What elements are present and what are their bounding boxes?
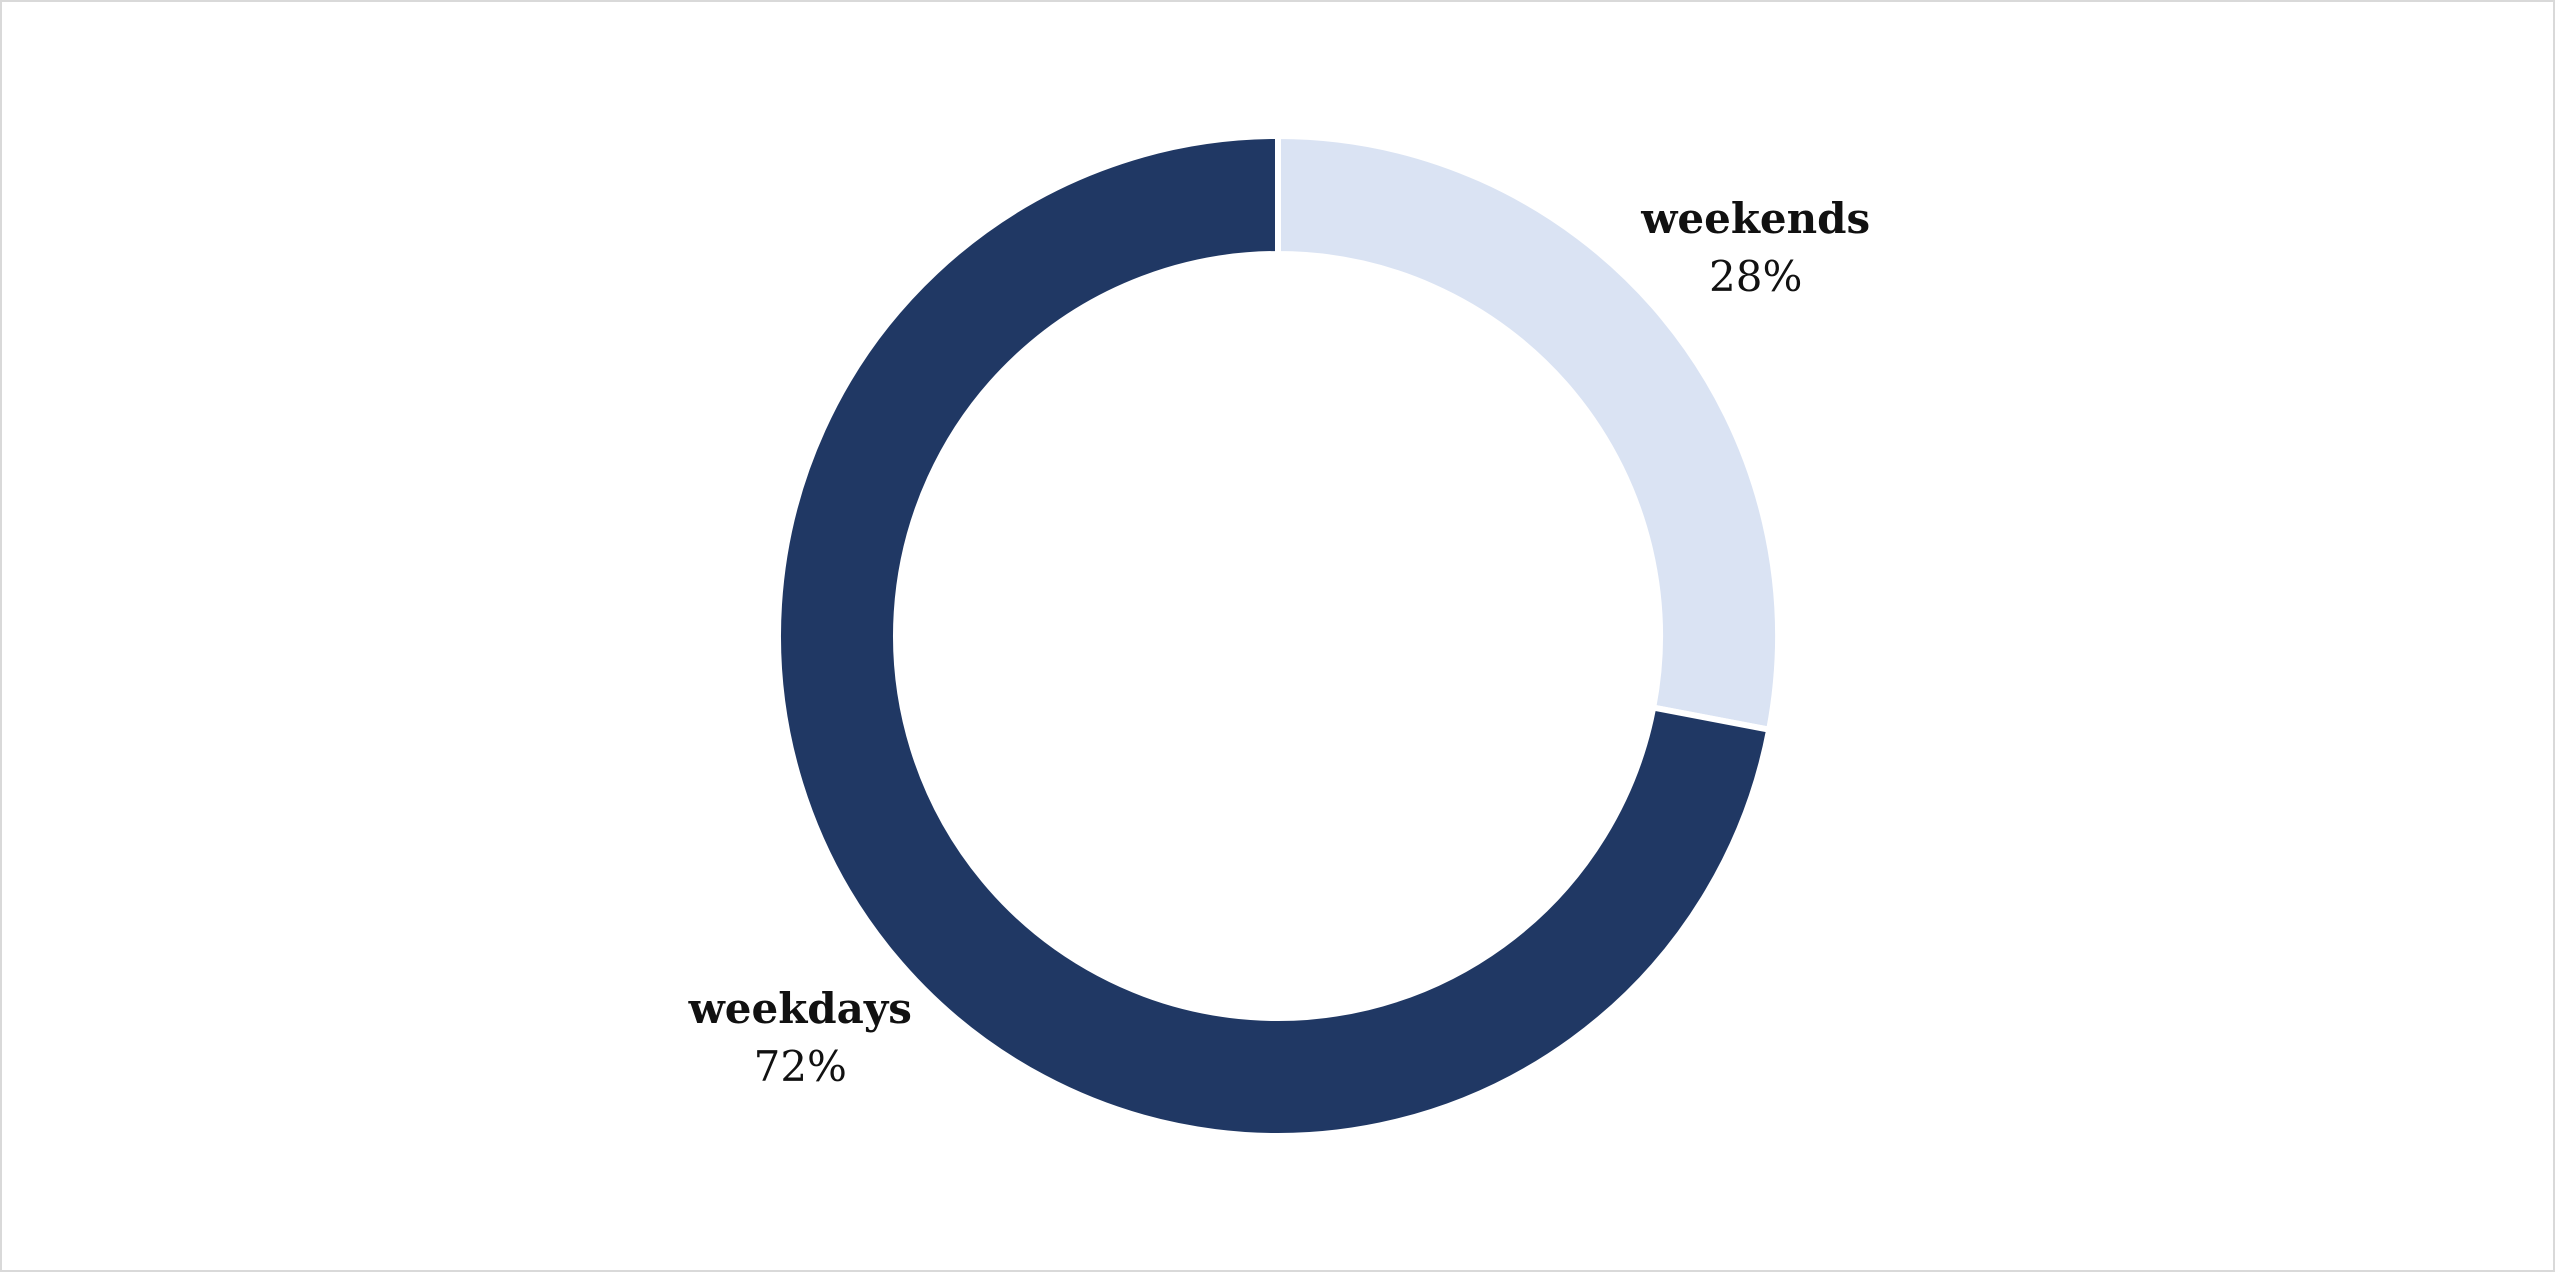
data-label-weekdays-name: weekdays (688, 984, 912, 1033)
data-label-weekends-value: 28% (1709, 252, 1802, 301)
data-labels: weekends 28% weekdays 72% (688, 194, 1871, 1091)
slices (775, 132, 1781, 1139)
slice-weekdays (775, 132, 1773, 1139)
slice-weekends (1275, 132, 1781, 734)
data-label-weekends-name: weekends (1640, 194, 1870, 243)
data-label-weekdays-value: 72% (754, 1042, 847, 1091)
